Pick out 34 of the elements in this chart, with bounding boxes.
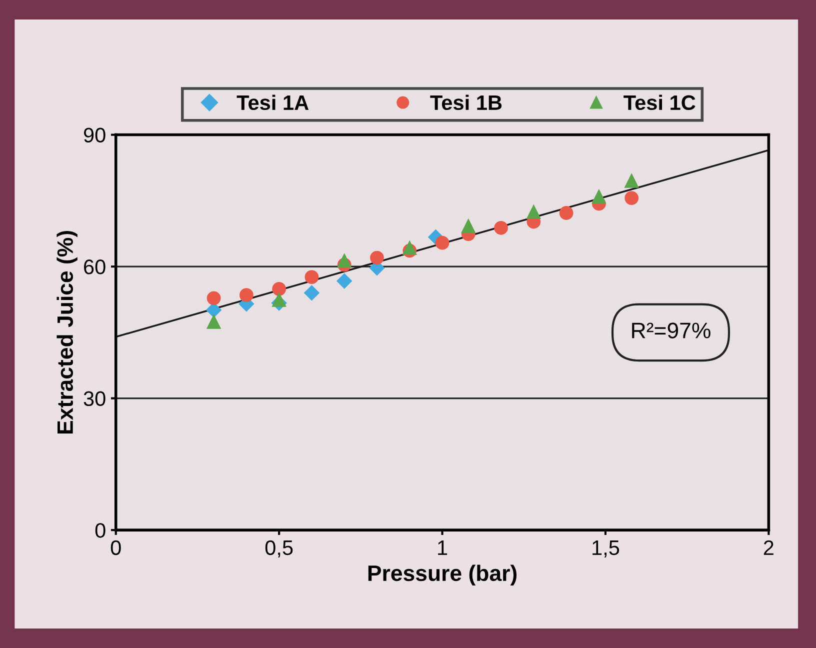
legend-label: Tesi 1C bbox=[624, 94, 696, 110]
x-axis-title: Pressure (bar) bbox=[368, 564, 517, 586]
point bbox=[337, 254, 352, 268]
point bbox=[239, 288, 254, 302]
y-tick-label: 30 bbox=[84, 391, 106, 406]
x-tick-label: 0 bbox=[110, 540, 121, 556]
point bbox=[304, 285, 320, 300]
point bbox=[559, 206, 574, 220]
point bbox=[272, 292, 286, 307]
point bbox=[336, 273, 352, 289]
point bbox=[624, 174, 639, 188]
point bbox=[435, 236, 450, 250]
x-tick-label: 1 bbox=[438, 540, 448, 555]
point bbox=[304, 270, 319, 284]
point bbox=[494, 220, 508, 235]
annotation: R²=97% bbox=[632, 322, 710, 338]
point bbox=[272, 282, 286, 296]
point bbox=[461, 219, 476, 234]
point bbox=[402, 241, 417, 256]
point bbox=[206, 314, 221, 329]
point bbox=[624, 191, 639, 205]
y-tick-label: 60 bbox=[84, 260, 106, 274]
point bbox=[592, 190, 606, 204]
x-tick-label: 2 bbox=[764, 540, 774, 555]
x-tick-label: 1,5 bbox=[592, 540, 620, 558]
point bbox=[206, 291, 221, 306]
x-tick-label: 0,5 bbox=[265, 540, 293, 558]
point bbox=[370, 250, 384, 265]
legend-label: Tesi 1A bbox=[236, 94, 309, 110]
point bbox=[526, 205, 541, 220]
y-tick-label: 0 bbox=[95, 523, 106, 538]
y-tick-label: 90 bbox=[84, 128, 106, 143]
legend-label: Tesi 1B bbox=[430, 94, 502, 110]
y-axis-title: Extracted Juice (%) bbox=[56, 231, 78, 434]
